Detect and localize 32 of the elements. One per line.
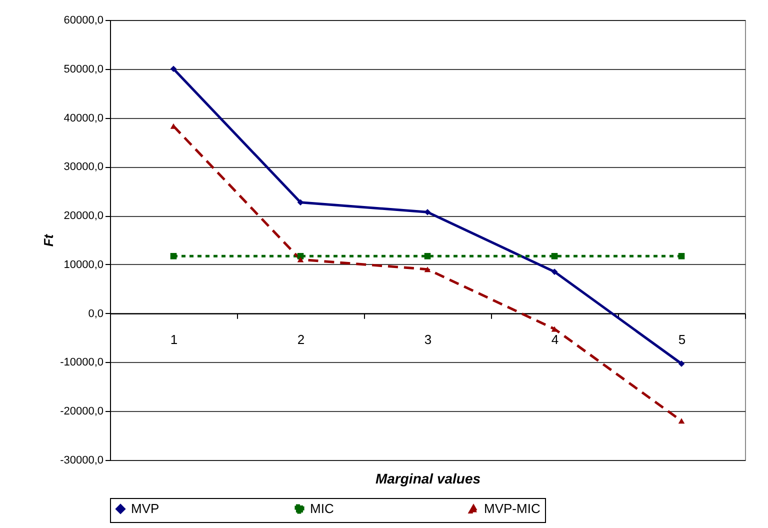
- y-tick-label: 20000,0: [64, 210, 104, 222]
- y-tick-label: 60000,0: [64, 14, 104, 26]
- y-tick-label: 30000,0: [64, 161, 104, 174]
- point: [424, 266, 431, 272]
- point: [678, 418, 685, 424]
- y-tick-label: 10000,0: [64, 258, 104, 271]
- y-axis-title: Ft: [41, 234, 56, 247]
- x-tick-label: 4: [551, 332, 559, 347]
- x-tick-label: 2: [297, 332, 305, 347]
- y-tick-label: 0,0: [88, 308, 104, 320]
- point: [678, 252, 685, 260]
- legend-label: MVP: [131, 500, 160, 516]
- y-tick-label: 40000,0: [64, 112, 104, 124]
- point: [551, 268, 558, 275]
- point: [170, 252, 177, 260]
- point: [551, 252, 558, 260]
- point: [170, 66, 177, 72]
- legend-label: MVP-MIC: [484, 501, 540, 516]
- x-tick-label: 5: [678, 332, 686, 347]
- point: [678, 360, 685, 367]
- x-axis-title: Marginal values: [375, 470, 481, 486]
- x-tick-label: 1: [170, 332, 178, 347]
- y-tick-label: -20000,0: [60, 406, 104, 418]
- y-tick-label: -10000,0: [60, 356, 104, 369]
- x-tick-label: 3: [424, 332, 432, 347]
- point: [297, 256, 304, 262]
- y-tick-label: 50000,0: [64, 63, 104, 76]
- y-tick-label: -30000,0: [60, 454, 104, 466]
- legend-label: MIC: [310, 500, 334, 516]
- point: [424, 252, 431, 260]
- point: [297, 199, 304, 206]
- point: [424, 208, 431, 216]
